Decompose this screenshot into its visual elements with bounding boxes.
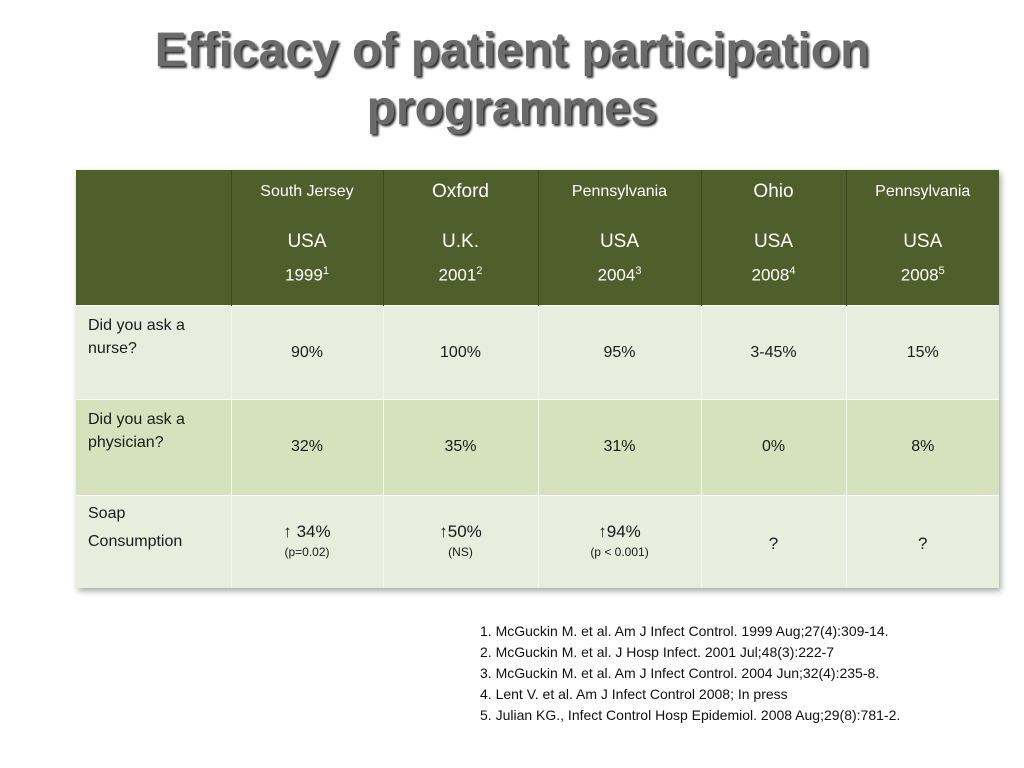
table-cell: 0% bbox=[700, 399, 846, 496]
table-cell: ? bbox=[845, 495, 999, 588]
table-row: Did you ask a physician? 32% 35% 31% 0% … bbox=[76, 399, 999, 496]
column-header: Pennsylvania USA 20085 bbox=[845, 170, 999, 306]
cell-value: 8% bbox=[911, 438, 935, 455]
cell-value: 100% bbox=[440, 344, 481, 361]
table-cell: 8% bbox=[845, 399, 999, 496]
column-year: 2001 bbox=[438, 265, 477, 285]
column-header: Oxford U.K. 20012 bbox=[382, 170, 538, 306]
table-cell: ↑50% (NS) bbox=[382, 495, 538, 588]
column-year: 2008 bbox=[900, 265, 939, 285]
row-label-line2: Consumption bbox=[88, 533, 183, 550]
column-year: 2008 bbox=[751, 265, 790, 285]
row-label-cell: Did you ask a nurse? bbox=[76, 305, 231, 400]
table-cell: 3-45% bbox=[700, 305, 846, 400]
efficacy-table: South Jersey USA 19991 Oxford U.K. 20012… bbox=[76, 170, 999, 588]
row-label-cell: Soap Consumption bbox=[76, 495, 231, 588]
reference-item: 1. McGuckin M. et al. Am J Infect Contro… bbox=[480, 623, 889, 639]
table-cell: ↑94% (p < 0.001) bbox=[537, 495, 701, 588]
cell-value: 35% bbox=[444, 438, 477, 455]
cell-value: ? bbox=[768, 534, 779, 553]
column-location: Oxford bbox=[431, 181, 490, 202]
table-cell: 95% bbox=[537, 305, 701, 400]
header-corner-cell bbox=[76, 170, 231, 306]
cell-note: (p=0.02) bbox=[284, 545, 330, 559]
column-header: Ohio USA 20084 bbox=[700, 170, 846, 306]
slide-title-line2: programmes bbox=[366, 82, 658, 135]
column-ref: 3 bbox=[635, 265, 642, 277]
cell-value: ? bbox=[918, 534, 928, 553]
cell-note: (p < 0.001) bbox=[590, 545, 649, 559]
column-country: USA bbox=[903, 231, 943, 252]
references-list: 1. McGuckin M. et al. Am J Infect Contro… bbox=[480, 621, 1010, 726]
table-cell: 100% bbox=[382, 305, 538, 400]
column-year: 1999 bbox=[285, 265, 323, 285]
cell-value: 32% bbox=[290, 438, 324, 455]
column-location: Pennsylvania bbox=[875, 183, 971, 200]
column-ref: 1 bbox=[322, 265, 329, 277]
cell-value: 0% bbox=[761, 438, 786, 455]
cell-value: ↑ 34% bbox=[283, 522, 331, 541]
row-label: Did you ask a physician? bbox=[88, 411, 185, 451]
cell-value: 95% bbox=[603, 344, 636, 361]
column-country: U.K. bbox=[442, 231, 479, 252]
column-ref: 5 bbox=[938, 265, 945, 277]
column-location: South Jersey bbox=[260, 183, 354, 200]
column-header: South Jersey USA 19991 bbox=[230, 170, 383, 306]
slide-title-line1: Efficacy of patient participation bbox=[154, 24, 870, 77]
column-country: USA bbox=[287, 231, 327, 252]
column-location: Pennsylvania bbox=[571, 183, 668, 200]
row-label-line1: Soap bbox=[88, 505, 126, 522]
column-country: USA bbox=[599, 231, 640, 252]
column-year: 2004 bbox=[597, 265, 636, 285]
reference-item: 3. McGuckin M. et al. Am J Infect Contro… bbox=[480, 665, 880, 681]
table-cell: 15% bbox=[845, 305, 999, 400]
column-ref: 4 bbox=[789, 265, 796, 277]
table-cell: ↑ 34% (p=0.02) bbox=[230, 495, 383, 588]
table-row: Soap Consumption ↑ 34% (p=0.02) ↑50% (NS… bbox=[76, 495, 999, 588]
row-label: Did you ask a nurse? bbox=[88, 317, 185, 357]
table-cell: 90% bbox=[230, 305, 383, 400]
table-row: Did you ask a nurse? 90% 100% 95% 3-45% … bbox=[76, 305, 999, 400]
cell-value: 31% bbox=[603, 438, 636, 455]
cell-value: 15% bbox=[906, 344, 939, 361]
column-ref: 2 bbox=[476, 265, 483, 277]
cell-value: 90% bbox=[290, 344, 324, 361]
row-label-cell: Did you ask a physician? bbox=[76, 399, 231, 496]
slide-title: Efficacy of patient participation progra… bbox=[40, 22, 984, 138]
table-cell: 31% bbox=[537, 399, 701, 496]
column-header: Pennsylvania USA 20043 bbox=[537, 170, 701, 306]
table-cell: ? bbox=[700, 495, 846, 588]
table-cell: 32% bbox=[230, 399, 383, 496]
reference-item: 5. Julian KG., Infect Control Hosp Epide… bbox=[480, 707, 901, 723]
cell-value: 3-45% bbox=[750, 344, 797, 361]
cell-value: ↑50% bbox=[439, 522, 482, 541]
cell-note: (NS) bbox=[448, 545, 473, 559]
table-cell: 35% bbox=[382, 399, 538, 496]
reference-item: 4. Lent V. et al. Am J Infect Control 20… bbox=[480, 686, 788, 702]
cell-value: ↑94% bbox=[598, 522, 641, 541]
table-header-row: South Jersey USA 19991 Oxford U.K. 20012… bbox=[76, 170, 999, 306]
column-country: USA bbox=[753, 231, 794, 252]
reference-item: 2. McGuckin M. et al. J Hosp Infect. 200… bbox=[480, 644, 835, 660]
column-location: Ohio bbox=[753, 181, 794, 202]
